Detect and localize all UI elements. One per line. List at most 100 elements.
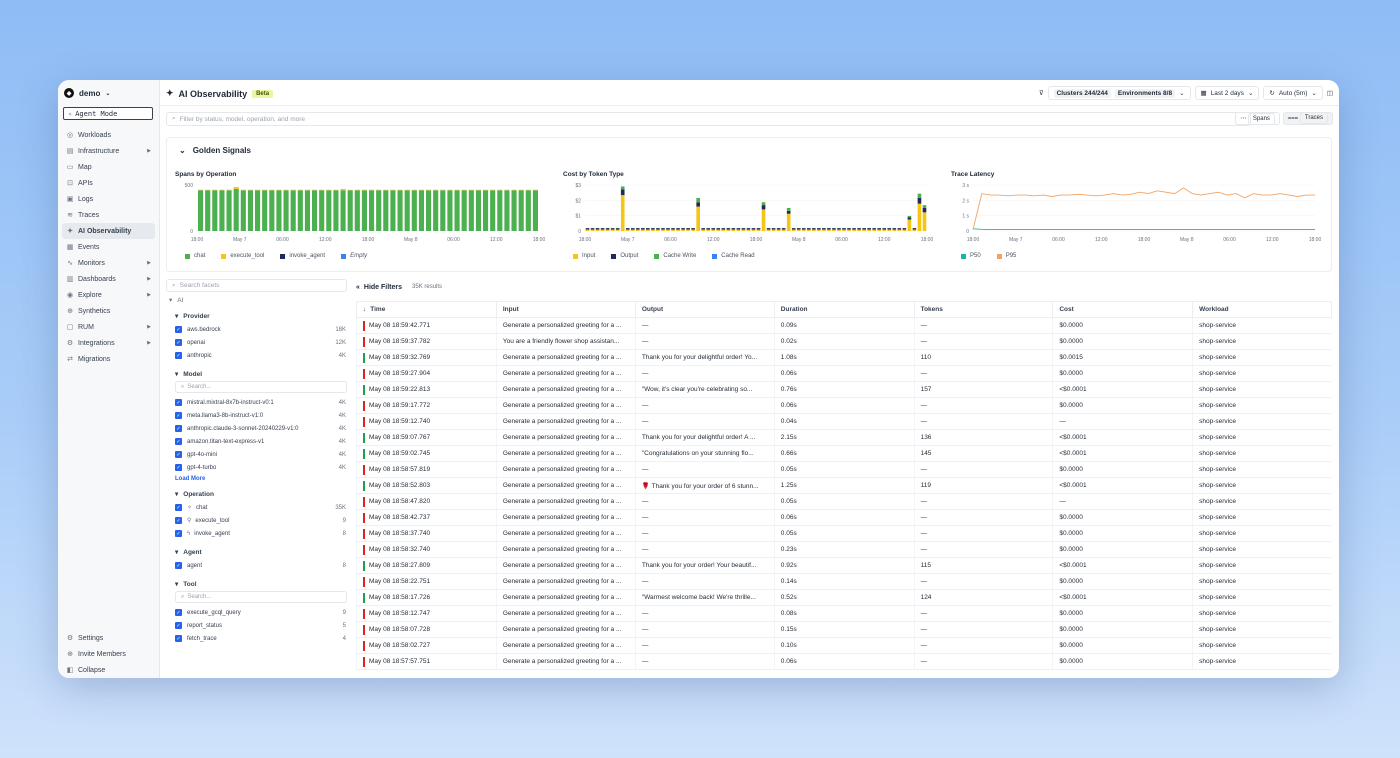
table-row[interactable]: May 08 18:58:57.819 Generate a personaliz…: [356, 461, 1332, 478]
load-more-link[interactable]: Load More: [175, 476, 206, 482]
bar-input[interactable]: [761, 209, 766, 231]
sidebar-item-infrastructure[interactable]: ▤ Infrastructure ▶: [58, 143, 155, 159]
bar-input[interactable]: [812, 229, 816, 231]
bar-output[interactable]: [651, 228, 655, 230]
spans-view-button[interactable]: ⋯ Spans: [1235, 112, 1280, 125]
bar-chat[interactable]: [319, 190, 325, 231]
table-row[interactable]: May 08 18:59:42.771 Generate a personaliz…: [356, 317, 1332, 334]
facet-section-operation[interactable]: ▾ Operation: [166, 490, 349, 499]
bar-output[interactable]: [761, 205, 766, 210]
legend-item[interactable]: P95: [996, 253, 1016, 259]
legend-item[interactable]: Cache Read: [712, 253, 755, 259]
bar-input[interactable]: [600, 229, 605, 231]
bar-cache-write[interactable]: [620, 186, 625, 190]
bar-output[interactable]: [771, 228, 776, 230]
table-row[interactable]: May 08 18:58:47.820 Generate a personaliz…: [356, 493, 1332, 510]
traces-view-button[interactable]: ⩶ Traces: [1282, 112, 1333, 125]
checkbox-checked-icon[interactable]: ✓: [175, 339, 182, 346]
bar-input[interactable]: [691, 229, 695, 231]
bar-input[interactable]: [686, 229, 690, 231]
bar-chat[interactable]: [361, 190, 368, 231]
bar-cache-write[interactable]: [907, 215, 912, 218]
bar-output[interactable]: [892, 228, 897, 230]
bar-execute_tool[interactable]: [347, 189, 353, 191]
facet-section-tool[interactable]: ▾ Tool: [166, 580, 349, 589]
bar-output[interactable]: [676, 228, 680, 230]
bar-input[interactable]: [741, 229, 746, 231]
bar-input[interactable]: [595, 229, 600, 231]
table-row[interactable]: May 08 18:59:22.813 Generate a personaliz…: [356, 381, 1332, 398]
bar-input[interactable]: [877, 229, 882, 231]
bar-input[interactable]: [862, 229, 866, 231]
line-p50[interactable]: [972, 228, 1315, 231]
bar-input[interactable]: [801, 229, 806, 231]
bar-cache-write[interactable]: [922, 205, 927, 208]
bar-execute_tool[interactable]: [233, 186, 239, 189]
bar-chat[interactable]: [440, 190, 446, 231]
bar-output[interactable]: [656, 228, 660, 230]
bar-execute_tool[interactable]: [425, 189, 432, 191]
bar-input[interactable]: [827, 229, 831, 231]
bar-input[interactable]: [796, 229, 801, 231]
facet-option[interactable]: ✓ anthropic 4K: [166, 349, 349, 362]
bar-input[interactable]: [917, 203, 922, 231]
bar-input[interactable]: [872, 229, 877, 231]
table-row[interactable]: May 08 18:59:07.767 Generate a personaliz…: [356, 429, 1332, 446]
checkbox-checked-icon[interactable]: ✓: [175, 464, 182, 471]
facet-option[interactable]: ✓ fetch_trace 4: [166, 632, 349, 645]
bar-execute_tool[interactable]: [518, 189, 524, 191]
sidebar-item-ai-observability[interactable]: ✦ AI Observability: [62, 223, 155, 239]
bar-input[interactable]: [681, 229, 685, 231]
bar-execute_tool[interactable]: [454, 189, 460, 191]
checkbox-checked-icon[interactable]: ✓: [175, 504, 182, 511]
facet-section-provider[interactable]: ▾ Provider: [166, 312, 349, 321]
bar-execute_tool[interactable]: [247, 189, 254, 191]
bar-execute_tool[interactable]: [212, 189, 218, 191]
bar-cache-write[interactable]: [917, 193, 922, 198]
bar-output[interactable]: [756, 228, 761, 230]
bar-input[interactable]: [706, 229, 711, 231]
table-row[interactable]: May 08 18:59:27.904 Generate a personaliz…: [356, 365, 1332, 382]
table-row[interactable]: May 08 18:58:42.737 Generate a personaliz…: [356, 509, 1332, 526]
bar-execute_tool[interactable]: [283, 189, 289, 191]
facet-option[interactable]: ✓ agent 8: [166, 559, 349, 572]
bar-input[interactable]: [736, 229, 741, 231]
column-header-output[interactable]: Output: [634, 301, 775, 318]
bar-input[interactable]: [922, 212, 927, 231]
sidebar-item-events[interactable]: ▦ Events: [58, 239, 155, 255]
bar-execute_tool[interactable]: [511, 189, 517, 191]
bar-output[interactable]: [877, 228, 882, 230]
facet-option[interactable]: ✓ openai 12K: [166, 336, 349, 349]
bar-input[interactable]: [852, 229, 856, 231]
bar-chat[interactable]: [397, 190, 403, 231]
bar-output[interactable]: [615, 228, 620, 230]
bar-execute_tool[interactable]: [262, 189, 268, 191]
bar-input[interactable]: [676, 229, 680, 231]
table-row[interactable]: May 08 18:59:12.740 Generate a personaliz…: [356, 413, 1332, 430]
bar-chat[interactable]: [454, 190, 460, 231]
bar-chat[interactable]: [304, 190, 311, 231]
bar-execute_tool[interactable]: [390, 189, 396, 191]
bar-chat[interactable]: [461, 190, 467, 231]
bar-execute_tool[interactable]: [418, 189, 425, 191]
bar-input[interactable]: [822, 229, 826, 231]
bar-execute_tool[interactable]: [376, 189, 382, 191]
bar-input[interactable]: [635, 229, 640, 231]
org-switcher[interactable]: ◆ demo ⌄: [64, 88, 110, 98]
legend-item[interactable]: Empty: [341, 253, 367, 259]
bar-execute_tool[interactable]: [440, 189, 446, 191]
filter-search-input[interactable]: ⌕ Filter by status, model, operation, an…: [166, 112, 1251, 126]
line-p95[interactable]: [972, 187, 1315, 230]
bar-output[interactable]: [590, 228, 595, 230]
bar-chat[interactable]: [504, 190, 510, 231]
bar-chat[interactable]: [269, 190, 275, 231]
sidebar-item-dashboards[interactable]: ▥ Dashboards ▶: [58, 271, 155, 287]
column-header-duration[interactable]: Duration: [773, 301, 915, 318]
bar-input[interactable]: [756, 229, 761, 231]
table-row[interactable]: May 08 18:59:32.769 Generate a personaliz…: [356, 349, 1332, 366]
bar-input[interactable]: [630, 229, 635, 231]
bar-input[interactable]: [641, 229, 645, 231]
sidebar-item-synthetics[interactable]: ⊕ Synthetics: [58, 303, 155, 319]
bar-execute_tool[interactable]: [475, 189, 482, 191]
sidebar-item-workloads[interactable]: ◎ Workloads: [58, 127, 155, 143]
